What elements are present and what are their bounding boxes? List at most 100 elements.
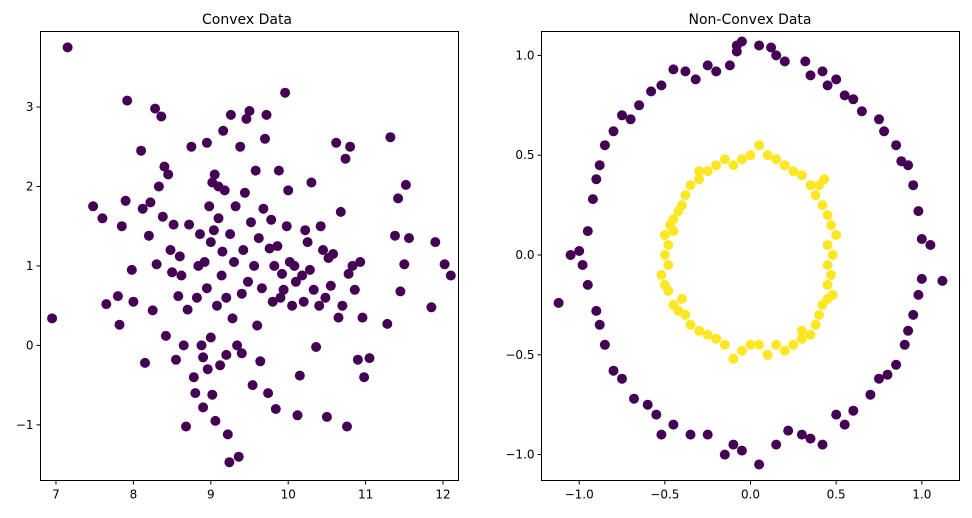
data-point xyxy=(817,299,828,310)
data-point xyxy=(229,257,239,267)
data-point xyxy=(400,179,411,190)
data-point xyxy=(275,292,286,303)
data-point xyxy=(221,292,232,303)
data-point xyxy=(342,421,352,432)
x-tick-label: 0.5 xyxy=(827,488,846,502)
data-point xyxy=(908,180,919,191)
data-point xyxy=(243,276,253,287)
data-point xyxy=(663,240,674,250)
data-point xyxy=(937,275,948,286)
data-point xyxy=(694,166,705,177)
data-point xyxy=(779,345,790,356)
data-point xyxy=(719,449,730,460)
data-point xyxy=(848,94,859,105)
data-point xyxy=(302,237,313,248)
data-point xyxy=(216,270,227,281)
data-point xyxy=(565,250,576,260)
x-tick-label: 1.0 xyxy=(912,488,931,502)
y-tick-label: 2 xyxy=(26,179,34,193)
data-point xyxy=(903,160,914,171)
data-point xyxy=(205,332,216,343)
data-point xyxy=(281,221,292,232)
data-point xyxy=(219,185,230,196)
data-point xyxy=(445,270,456,281)
data-point xyxy=(287,300,298,311)
data-point xyxy=(805,70,816,81)
data-point xyxy=(822,240,833,250)
data-point xyxy=(668,226,679,237)
data-point xyxy=(168,219,179,230)
data-point xyxy=(711,160,722,171)
data-point xyxy=(646,86,657,97)
data-point xyxy=(272,241,283,252)
y-tick-label: −1.0 xyxy=(505,448,534,462)
x-tick-label: 0.0 xyxy=(741,488,760,502)
data-point xyxy=(364,353,375,364)
data-point xyxy=(250,165,261,176)
data-point xyxy=(182,304,193,315)
data-point xyxy=(88,201,99,212)
data-point xyxy=(382,318,393,329)
data-point xyxy=(656,429,667,440)
data-point xyxy=(112,291,123,302)
data-point xyxy=(328,249,339,259)
data-point xyxy=(116,221,127,232)
x-tick-label: −1.0 xyxy=(565,488,594,502)
data-point xyxy=(822,80,833,91)
data-point xyxy=(817,439,828,450)
data-point xyxy=(668,64,679,75)
data-point xyxy=(913,206,924,217)
data-point xyxy=(810,190,821,201)
data-point xyxy=(694,325,705,336)
data-point xyxy=(151,259,162,270)
data-point xyxy=(221,349,232,360)
data-point xyxy=(156,111,167,122)
data-point xyxy=(227,313,238,324)
data-point xyxy=(848,405,859,416)
data-point xyxy=(213,213,224,224)
data-point xyxy=(800,56,811,67)
data-point xyxy=(891,359,902,370)
data-point xyxy=(719,339,730,350)
data-point xyxy=(137,203,148,214)
data-point xyxy=(736,154,747,165)
data-point xyxy=(195,229,205,240)
data-point xyxy=(796,429,807,440)
data-point xyxy=(439,259,450,270)
data-point xyxy=(261,109,272,120)
data-point xyxy=(925,240,936,250)
data-point xyxy=(273,165,284,176)
data-point xyxy=(120,195,131,206)
data-point xyxy=(143,230,154,241)
data-point xyxy=(771,154,782,165)
data-point xyxy=(204,201,215,212)
data-point xyxy=(300,225,311,236)
data-point xyxy=(553,297,564,308)
data-point xyxy=(359,372,370,383)
y-tick-label: 1.0 xyxy=(515,48,534,62)
data-point xyxy=(246,217,256,228)
x-tick-label: 8 xyxy=(130,488,138,502)
data-point xyxy=(241,113,252,124)
data-point xyxy=(62,42,73,53)
data-point xyxy=(347,260,358,271)
data-point xyxy=(225,229,236,240)
data-point xyxy=(239,187,250,198)
y-tick-label: 0.5 xyxy=(515,148,534,162)
data-point xyxy=(724,60,735,71)
data-point xyxy=(325,280,336,291)
data-point xyxy=(651,409,662,420)
data-point xyxy=(656,80,667,91)
data-point xyxy=(685,180,696,191)
data-point xyxy=(270,404,281,414)
data-point xyxy=(817,200,828,211)
data-point xyxy=(292,410,303,421)
data-point xyxy=(225,109,236,120)
data-point xyxy=(771,339,782,350)
data-point xyxy=(831,409,842,420)
data-point xyxy=(165,245,176,255)
chart-title: Convex Data xyxy=(202,12,292,28)
data-point xyxy=(249,260,260,271)
data-point xyxy=(899,339,910,350)
data-point xyxy=(766,42,777,53)
